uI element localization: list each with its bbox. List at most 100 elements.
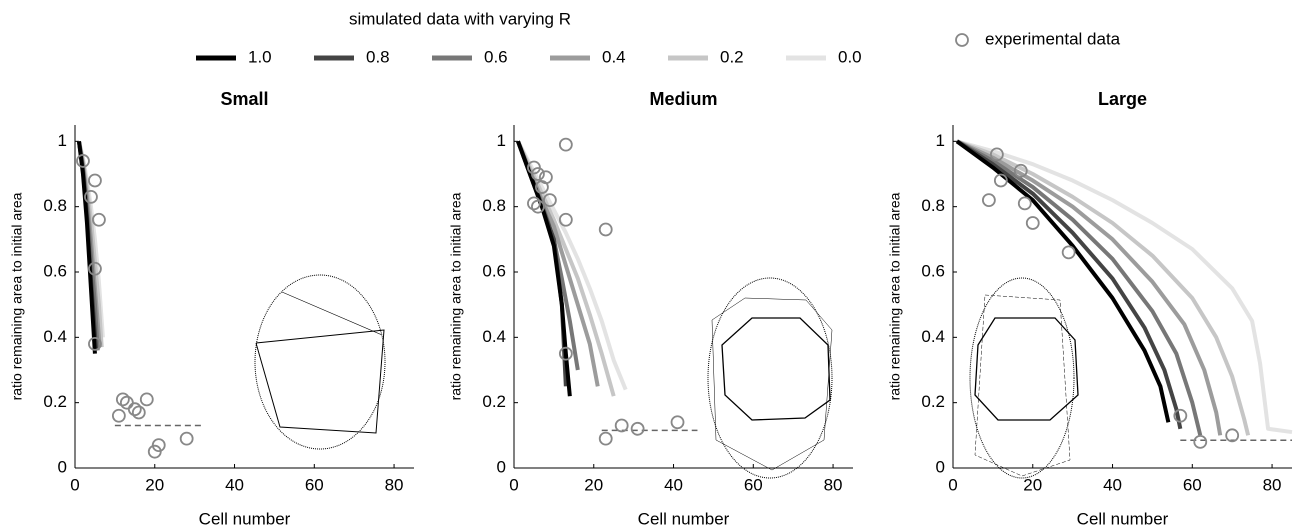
y-tick-label: 1: [936, 131, 945, 150]
insets: [254, 274, 1079, 479]
x-tick-label: 60: [1183, 475, 1202, 494]
inset-polygon: [721, 317, 831, 421]
data-point: [179, 431, 194, 446]
data-point: [139, 392, 154, 407]
y-tick-label: 0.6: [43, 261, 67, 280]
x-tick-label: 0: [509, 475, 518, 494]
data-point: [88, 173, 102, 188]
y-axis-label: ratio remaining area to initial area: [448, 192, 464, 400]
data-point: [614, 418, 629, 433]
x-tick-label: 60: [305, 475, 324, 494]
data-point: [1013, 163, 1028, 178]
legend-label: 0.4: [602, 47, 626, 66]
x-tick-label: 20: [1023, 475, 1042, 494]
legend-label: 0.6: [484, 47, 508, 66]
data-point: [539, 170, 553, 185]
data-point: [127, 402, 142, 417]
data-line: [516, 140, 572, 397]
y-tick-label: 1: [497, 131, 506, 150]
x-tick-label: 80: [385, 475, 404, 494]
data-point: [1193, 434, 1208, 449]
x-tick-label: 40: [225, 475, 244, 494]
data-line: [955, 139, 1183, 430]
data-point: [84, 189, 98, 204]
y-tick-label: 0: [936, 457, 945, 476]
y-tick-label: 0.8: [482, 196, 506, 215]
x-axis-label: Cell number: [199, 509, 291, 528]
data-point: [558, 346, 573, 361]
x-axis-label: Cell number: [638, 509, 730, 528]
data-point: [115, 392, 130, 407]
data-point: [598, 222, 613, 237]
legend-label: 0.0: [838, 47, 862, 66]
data-point: [131, 405, 146, 420]
data-point: [88, 261, 102, 276]
inset-ellipse: [707, 277, 833, 479]
data-line: [77, 141, 97, 354]
data-point: [670, 415, 685, 430]
data-point: [76, 154, 90, 168]
inset-line: [281, 291, 383, 336]
y-tick-label: 0.4: [921, 327, 945, 346]
y-tick-label: 0: [58, 457, 67, 476]
y-tick-label: 0.4: [43, 327, 67, 346]
inset-polygon: [974, 294, 1071, 477]
data-point: [1061, 245, 1076, 260]
x-tick-label: 80: [824, 475, 843, 494]
data-line: [956, 139, 1251, 436]
x-tick-label: 60: [744, 475, 763, 494]
data-point: [542, 193, 557, 208]
y-tick-label: 0.2: [482, 392, 506, 411]
data-point: [558, 137, 573, 152]
data-line: [516, 140, 628, 391]
legend-marker: [955, 33, 969, 47]
x-tick-label: 0: [70, 475, 79, 494]
x-tick-label: 20: [584, 475, 603, 494]
data-point: [1025, 216, 1040, 230]
legend-label: 1.0: [248, 47, 272, 66]
data-point: [531, 167, 545, 181]
y-axis-label: ratio remaining area to initial area: [9, 192, 25, 400]
y-tick-label: 0.2: [43, 392, 67, 411]
inset-polygon: [255, 329, 385, 434]
chart-title: Large: [1098, 89, 1147, 109]
legend-title: simulated data with varying R: [349, 9, 571, 28]
data-point: [111, 408, 126, 423]
chart-title: Medium: [649, 89, 717, 109]
data-point: [1225, 428, 1240, 443]
y-tick-label: 0.4: [482, 327, 506, 346]
y-tick-label: 0.2: [921, 392, 945, 411]
data-point: [1017, 196, 1032, 211]
x-tick-label: 40: [1103, 475, 1122, 494]
y-tick-label: 0.6: [921, 261, 945, 280]
x-tick-label: 20: [145, 475, 164, 494]
x-tick-label: 40: [664, 475, 683, 494]
x-tick-label: 0: [948, 475, 957, 494]
y-tick-label: 0: [497, 457, 506, 476]
data-point: [598, 431, 613, 446]
chart-title: Small: [220, 89, 268, 109]
data-point: [527, 196, 541, 211]
inset-ellipse: [254, 274, 386, 450]
y-tick-label: 0.6: [482, 261, 506, 280]
data-point: [558, 212, 573, 227]
y-axis-label: ratio remaining area to initial area: [887, 192, 903, 400]
data-line: [956, 139, 1293, 435]
data-point: [151, 438, 166, 453]
data-point: [993, 173, 1008, 188]
data-point: [531, 199, 545, 214]
data-point: [1173, 408, 1188, 423]
y-tick-label: 0.8: [921, 196, 945, 215]
data-point: [989, 147, 1004, 162]
legend-label: 0.8: [366, 47, 390, 66]
inset-polygon: [711, 297, 833, 471]
y-tick-label: 0.8: [43, 196, 67, 215]
x-tick-label: 80: [1263, 475, 1282, 494]
data-line: [955, 139, 1171, 423]
y-tick-label: 1: [58, 131, 67, 150]
legend-label: experimental data: [985, 29, 1121, 48]
inset-ellipse: [969, 277, 1075, 479]
data-point: [981, 193, 996, 208]
x-axis-label: Cell number: [1077, 509, 1169, 528]
